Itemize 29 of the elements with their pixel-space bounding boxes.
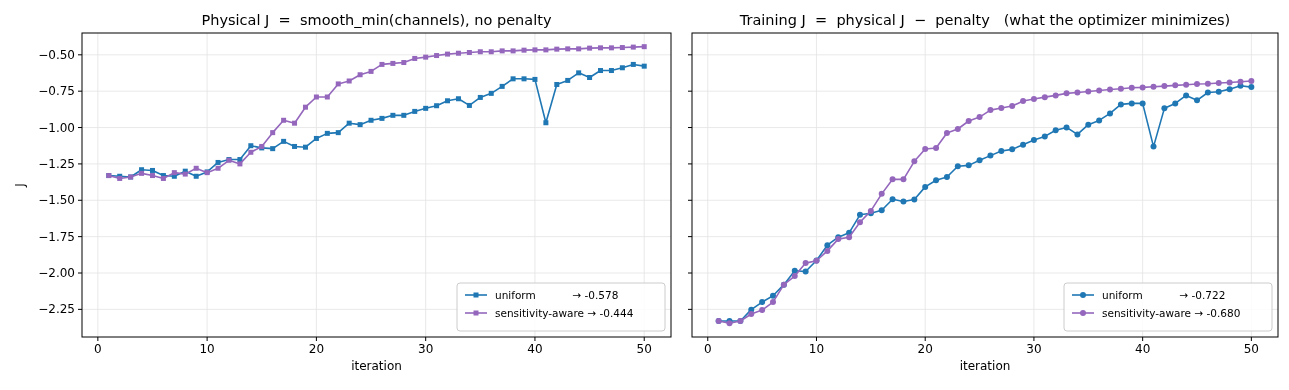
x-tick-label: 50 xyxy=(636,342,652,356)
x-tick-label: 50 xyxy=(1243,342,1259,356)
x-tick-label: 0 xyxy=(94,342,102,356)
y-tick-label: −1.25 xyxy=(38,156,75,171)
y-axis-title: J xyxy=(13,183,27,188)
y-tick-label: −2.00 xyxy=(38,266,75,280)
x-tick-label: 30 xyxy=(418,342,434,356)
chart-title: Training J = physical J − penalty (what the optimizer minimizes) xyxy=(738,12,1231,28)
legend-label: sensitivity-aware → -0.680 xyxy=(1102,307,1241,319)
y-tick-label: −1.75 xyxy=(38,229,75,244)
x-tick-label: 40 xyxy=(1135,342,1151,356)
y-tick-label: −1.50 xyxy=(38,193,75,208)
y-tick-label: −2.25 xyxy=(38,302,75,317)
chart-title: Physical J = smooth_min(channels), no penalty xyxy=(201,12,552,28)
x-tick-label: 30 xyxy=(1026,342,1042,356)
y-tick-label: −1.00 xyxy=(38,120,75,135)
x-tick-label: 10 xyxy=(199,342,215,356)
x-axis-title: iteration xyxy=(959,359,1011,373)
x-tick-label: 40 xyxy=(527,342,543,356)
x-tick-label: 20 xyxy=(308,342,325,356)
legend-label: uniform → -0.578 xyxy=(495,289,619,301)
legend-label: uniform → -0.722 xyxy=(1102,289,1226,301)
legend-label: sensitivity-aware → -0.444 xyxy=(495,307,634,319)
y-tick-label: −0.75 xyxy=(38,84,75,99)
x-tick-label: 20 xyxy=(917,342,933,356)
x-axis-title: iteration xyxy=(351,359,402,373)
x-tick-label: 10 xyxy=(808,342,825,356)
y-tick-label: −0.50 xyxy=(38,47,75,62)
x-tick-label: 0 xyxy=(703,342,712,356)
